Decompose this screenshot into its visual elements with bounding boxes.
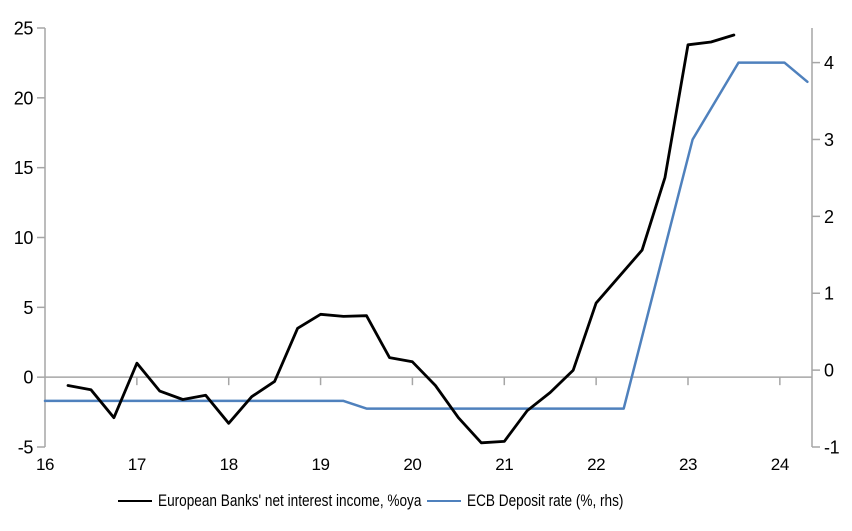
y-axis-right: -1 0 1 2 3 4 [811,28,840,458]
legend-item-net-interest-income: European Banks' net interest income, %oy… [118,490,487,512]
ecb-series-line [43,61,809,410]
y-axis-left-tick-label: 5 [23,298,33,318]
legend-label-net-interest-income: European Banks' net interest income, %oy… [158,491,422,510]
ecb-line-swatch-icon [427,500,461,502]
y-axis-left-tick-label: -5 [18,438,34,458]
legend-item-ecb-deposit-rate: ECB Deposit rate (%, rhs) [427,490,663,512]
y-axis-left-tick-label: 25 [14,19,34,39]
x-axis-tick-label: 16 [36,455,54,474]
x-axis-tick-label: 22 [587,455,605,474]
y-axis-right-tick-label: 0 [824,361,834,381]
x-axis-tick-label: 18 [220,455,238,474]
nii-line-swatch-icon [118,500,152,502]
y-axis-left-tick-label: 0 [23,368,33,388]
y-axis-right-tick-label: 2 [824,207,834,227]
x-axis-tick-label: 20 [403,455,421,474]
y-axis-left-tick-label: 10 [14,228,34,248]
x-axis-tick-label: 17 [128,455,146,474]
legend: European Banks' net interest income, %oy… [0,490,852,514]
x-axis-tick-label: 21 [495,455,513,474]
y-axis-right-tick-label: -1 [824,438,840,458]
y-axis-right-tick-label: 3 [824,130,834,150]
x-axis: 16 17 18 19 20 21 22 23 24 [36,377,789,474]
x-axis-tick-label: 23 [679,455,697,474]
y-axis-left: -5 0 5 10 15 20 25 [14,19,46,458]
y-axis-left-tick-label: 15 [14,158,34,178]
x-axis-tick-label: 24 [771,455,789,474]
y-axis-right-tick-label: 1 [824,284,834,304]
legend-label-ecb-deposit-rate: ECB Deposit rate (%, rhs) [467,491,624,510]
y-axis-left-tick-label: 20 [14,88,34,108]
y-axis-right-tick-label: 4 [824,53,834,73]
nii-series-line [66,33,736,445]
x-axis-tick-label: 19 [312,455,330,474]
